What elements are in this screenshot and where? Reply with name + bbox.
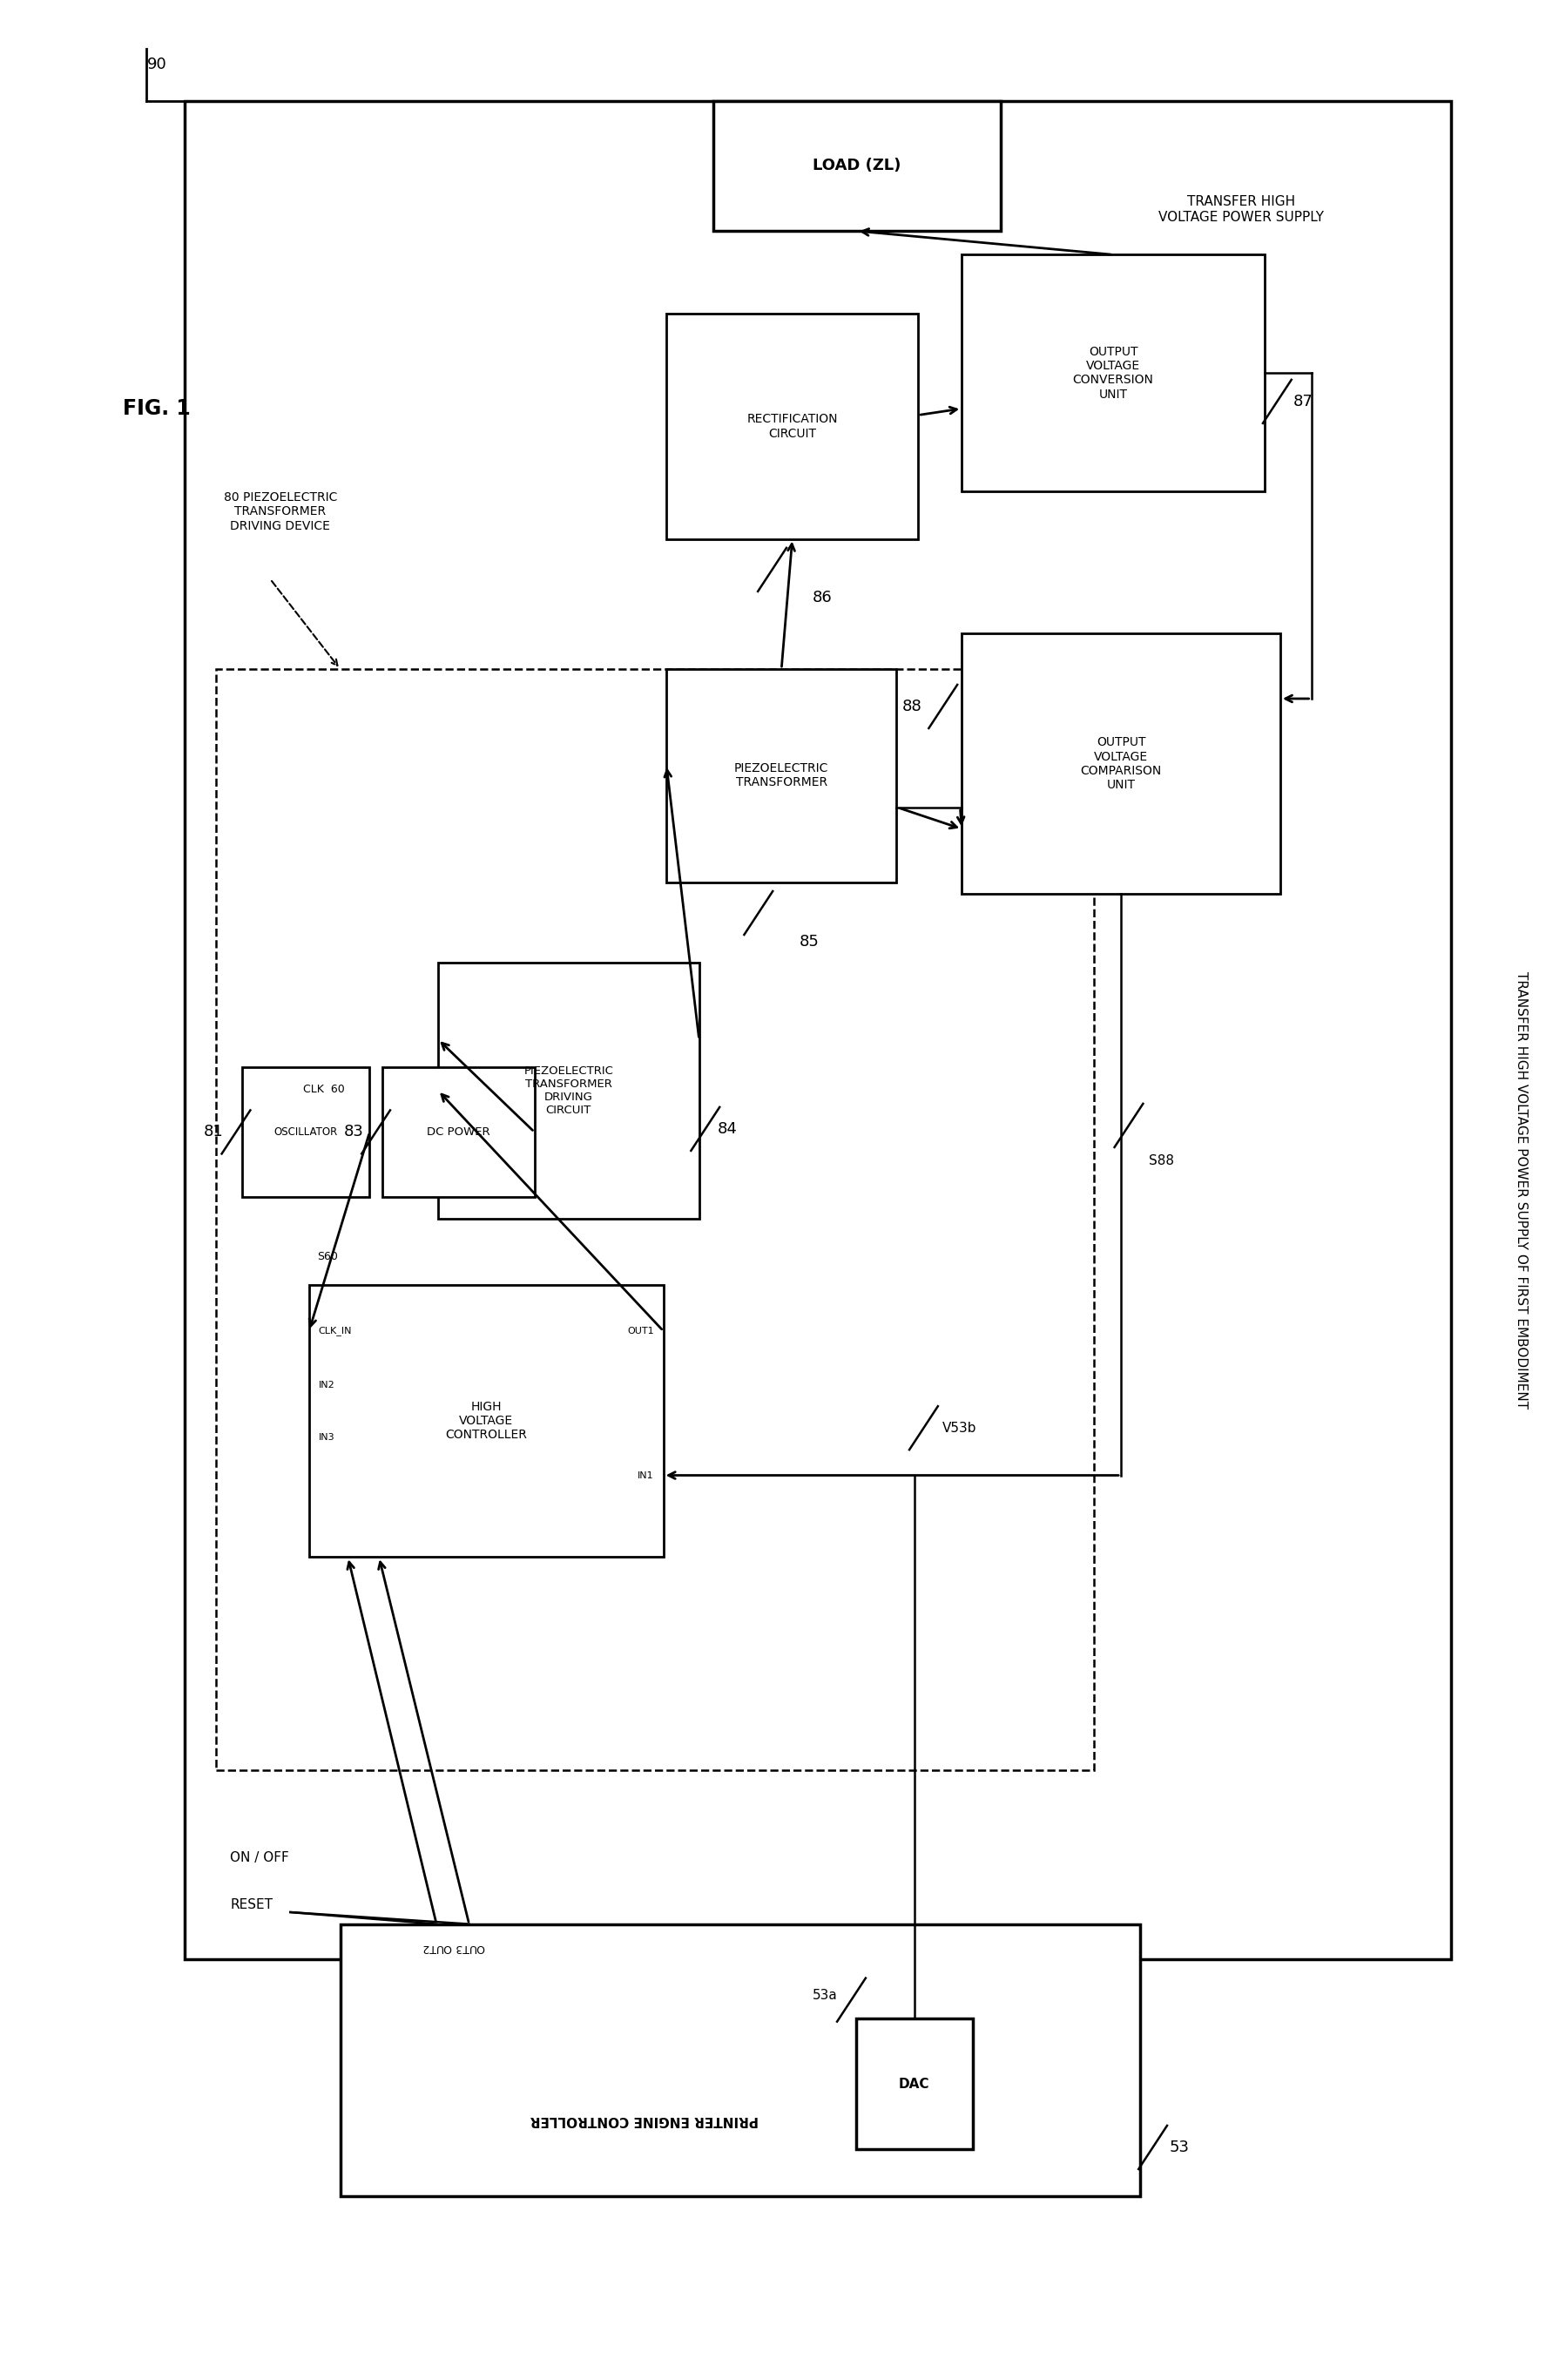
Bar (667, 669, 896, 883)
Bar (667, 314, 918, 538)
Text: 81: 81 (204, 1123, 224, 1140)
Text: IN1: IN1 (637, 1471, 655, 1480)
Text: 86: 86 (813, 590, 833, 607)
Text: 80 PIEZOELECTRIC
TRANSFORMER
DRIVING DEVICE: 80 PIEZOELECTRIC TRANSFORMER DRIVING DEV… (224, 490, 337, 531)
Text: TRANSFER HIGH
VOLTAGE POWER SUPPLY: TRANSFER HIGH VOLTAGE POWER SUPPLY (1159, 195, 1325, 224)
Bar (340, 1923, 1140, 2197)
Text: 90: 90 (147, 57, 166, 71)
Text: IN2: IN2 (318, 1380, 335, 1390)
Bar (243, 1066, 370, 1197)
Text: DAC: DAC (899, 2078, 930, 2090)
Text: PIEZOELECTRIC
TRANSFORMER
DRIVING
CIRCUIT: PIEZOELECTRIC TRANSFORMER DRIVING CIRCUI… (523, 1066, 614, 1116)
Bar (962, 633, 1281, 895)
Bar (857, 2018, 972, 2149)
Text: DC POWER: DC POWER (426, 1126, 490, 1138)
Text: OUTPUT
VOLTAGE
CONVERSION
UNIT: OUTPUT VOLTAGE CONVERSION UNIT (1073, 345, 1154, 400)
Text: S88: S88 (1149, 1154, 1174, 1169)
Text: PIEZOELECTRIC
TRANSFORMER: PIEZOELECTRIC TRANSFORMER (734, 762, 828, 788)
Text: PRINTER ENGINE CONTROLLER: PRINTER ENGINE CONTROLLER (529, 2113, 758, 2128)
Bar (962, 255, 1265, 490)
Bar (309, 1285, 664, 1557)
Bar (185, 100, 1452, 1959)
Text: OUT1: OUT1 (628, 1326, 655, 1335)
Text: LOAD (ZL): LOAD (ZL) (813, 157, 900, 174)
Bar (216, 669, 1093, 1771)
Text: ON / OFF: ON / OFF (230, 1852, 288, 1864)
Text: OUTPUT
VOLTAGE
COMPARISON
UNIT: OUTPUT VOLTAGE COMPARISON UNIT (1081, 735, 1162, 790)
Text: OSCILLATOR: OSCILLATOR (274, 1126, 338, 1138)
Text: 53: 53 (1170, 2140, 1189, 2156)
Text: 83: 83 (343, 1123, 363, 1140)
Text: OUT3: OUT3 (454, 1942, 484, 1954)
Text: OUT2: OUT2 (421, 1942, 451, 1954)
Bar (438, 962, 698, 1219)
Text: CLK_IN: CLK_IN (318, 1326, 352, 1335)
Bar (713, 100, 1001, 231)
Text: RESET: RESET (230, 1899, 272, 1911)
Text: V53b: V53b (943, 1421, 977, 1435)
Text: 87: 87 (1294, 393, 1314, 409)
Text: S60: S60 (316, 1250, 338, 1261)
Bar (382, 1066, 534, 1197)
Text: HIGH
VOLTAGE
CONTROLLER: HIGH VOLTAGE CONTROLLER (445, 1402, 528, 1440)
Text: CLK  60: CLK 60 (304, 1083, 345, 1095)
Text: 53a: 53a (813, 1990, 838, 2002)
Text: 88: 88 (902, 700, 922, 714)
Text: 84: 84 (717, 1121, 738, 1138)
Text: 85: 85 (799, 933, 819, 950)
Text: RECTIFICATION
CIRCUIT: RECTIFICATION CIRCUIT (747, 414, 838, 440)
Text: FIG. 1: FIG. 1 (122, 397, 191, 419)
Text: TRANSFER HIGH VOLTAGE POWER SUPPLY OF FIRST EMBODIMENT: TRANSFER HIGH VOLTAGE POWER SUPPLY OF FI… (1514, 971, 1528, 1409)
Text: IN3: IN3 (318, 1433, 335, 1442)
